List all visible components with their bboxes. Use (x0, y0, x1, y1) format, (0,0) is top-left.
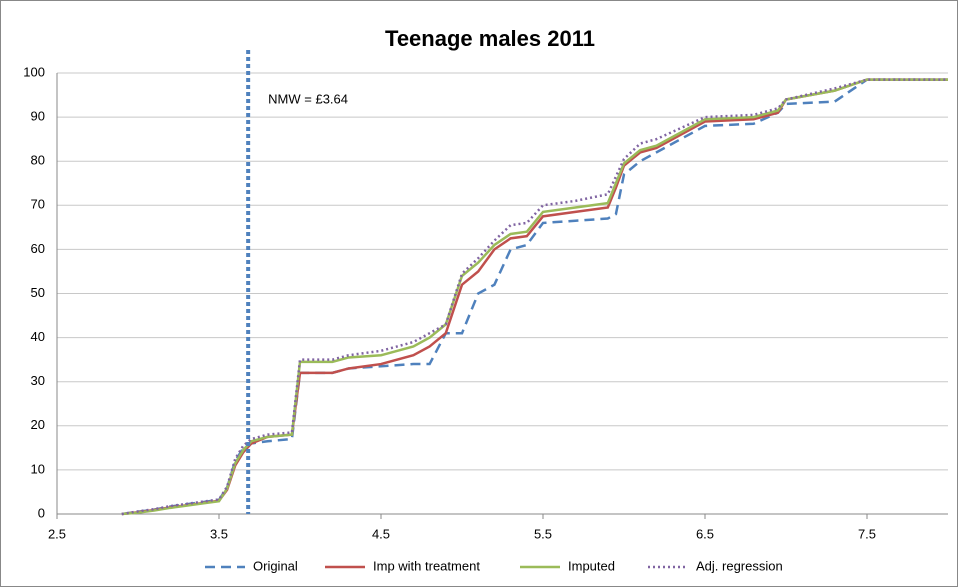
legend-label: Original (253, 558, 298, 573)
legend-label: Adj. regression (696, 558, 783, 573)
y-tick-label: 100 (23, 64, 45, 79)
y-tick-label: 90 (31, 109, 45, 124)
chart-title: Teenage males 2011 (385, 26, 595, 51)
x-tick-label: 6.5 (696, 526, 714, 541)
legend-label: Imp with treatment (373, 558, 480, 573)
y-tick-label: 30 (31, 373, 45, 388)
y-tick-label: 0 (38, 505, 45, 520)
y-tick-label: 40 (31, 329, 45, 344)
y-tick-label: 80 (31, 153, 45, 168)
annotation: NMW = £3.64 (268, 91, 348, 106)
x-tick-label: 4.5 (372, 526, 390, 541)
y-tick-label: 70 (31, 197, 45, 212)
series-line (121, 78, 948, 516)
y-tick-label: 20 (31, 417, 45, 432)
legend-label: Imputed (568, 558, 615, 573)
x-tick-label: 5.5 (534, 526, 552, 541)
x-tick-label: 3.5 (210, 526, 228, 541)
x-tick-label: 2.5 (48, 526, 66, 541)
y-tick-label: 10 (31, 461, 45, 476)
y-tick-label: 50 (31, 285, 45, 300)
y-tick-label: 60 (31, 241, 45, 256)
x-tick-label: 7.5 (858, 526, 876, 541)
